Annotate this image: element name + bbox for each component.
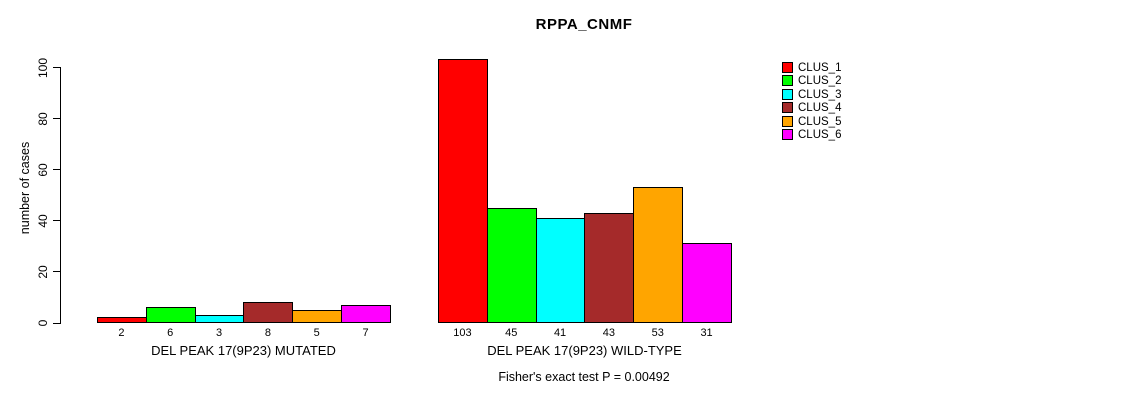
bar-clus_3 (194, 314, 245, 324)
bar-value-label: 45 (505, 327, 518, 339)
legend-swatch-clus_4 (782, 102, 793, 114)
bar-clus_5 (292, 309, 343, 324)
legend-swatch-clus_1 (782, 62, 793, 73)
bar-value-label: 7 (362, 327, 369, 339)
y-axis-tick (53, 169, 60, 171)
y-axis-tick (53, 271, 60, 273)
bar-value-label: 103 (453, 327, 472, 339)
bar-clus_6 (341, 304, 391, 324)
fisher-test-annotation: Fisher's exact test P = 0.00492 (498, 370, 670, 384)
y-axis-tick (53, 67, 60, 68)
legend-swatch-clus_6 (782, 129, 793, 140)
legend-label-clus_3: CLUS_3 (798, 88, 842, 101)
legend-swatch-clus_5 (782, 115, 793, 127)
bar-clus_4 (243, 302, 294, 324)
legend-label-clus_1: CLUS_1 (798, 62, 842, 74)
bar-clus_1 (438, 59, 488, 324)
y-axis-tick (53, 322, 60, 324)
bar-value-label: 8 (264, 327, 271, 339)
y-axis-line (60, 67, 61, 324)
bar-value-label: 43 (602, 327, 616, 339)
legend-label-clus_6: CLUS_6 (798, 129, 842, 141)
group-axis-label: DEL PEAK 17(9P23) MUTATED (151, 343, 336, 358)
bar-value-label: 53 (651, 327, 664, 339)
legend-label-clus_5: CLUS_5 (798, 115, 842, 128)
y-axis-tick (53, 220, 60, 222)
bar-clus_1 (97, 317, 147, 324)
chart-title: RPPA_CNMF (535, 16, 633, 33)
bar-clus_2 (145, 307, 196, 324)
bar-value-label: 31 (700, 327, 713, 339)
y-tick-label: 40 (36, 214, 50, 228)
bar-clus_3 (535, 217, 586, 324)
bar-clus_4 (584, 212, 635, 324)
y-axis-label: number of cases (18, 141, 32, 235)
bar-value-label: 2 (118, 327, 125, 339)
bar-value-label: 3 (216, 327, 223, 339)
bar-value-label: 41 (553, 327, 567, 339)
bar-value-label: 6 (167, 327, 174, 339)
y-tick-label: 80 (36, 111, 50, 126)
bar-clus_6 (682, 243, 732, 324)
y-axis-tick (53, 118, 60, 120)
group-axis-label: DEL PEAK 17(9P23) WILD-TYPE (487, 343, 682, 358)
legend-label-clus_2: CLUS_2 (798, 75, 842, 88)
bar-value-label: 5 (313, 327, 320, 339)
bar-clus_5 (633, 187, 684, 324)
legend-label-clus_4: CLUS_4 (798, 102, 842, 115)
bar-clus_2 (486, 207, 537, 324)
y-tick-label: 100 (36, 57, 50, 78)
legend-swatch-clus_2 (782, 75, 793, 87)
y-tick-label: 20 (36, 265, 50, 279)
y-tick-label: 0 (36, 319, 50, 327)
legend-swatch-clus_3 (782, 88, 793, 100)
y-tick-label: 60 (36, 163, 50, 177)
